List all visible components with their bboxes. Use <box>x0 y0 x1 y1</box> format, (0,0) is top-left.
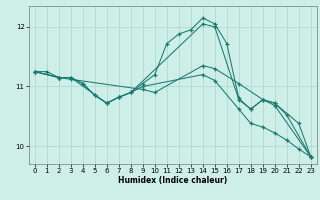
X-axis label: Humidex (Indice chaleur): Humidex (Indice chaleur) <box>118 176 228 185</box>
